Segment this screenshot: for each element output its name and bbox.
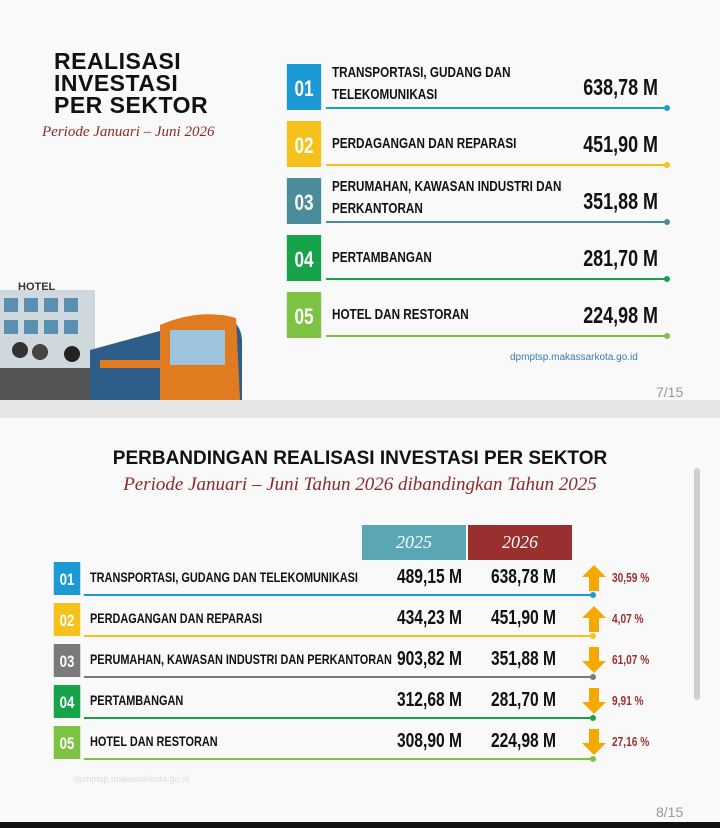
underline-dot xyxy=(590,592,596,598)
underline-dot xyxy=(664,276,670,282)
number-box: 05 xyxy=(286,292,322,338)
underline-dot xyxy=(664,105,670,111)
watermark: dpmptsp.makassarkota.go.id xyxy=(74,774,190,784)
value-2025: 434,23 M xyxy=(396,607,462,629)
title: PERBANDINGAN REALISASI INVESTASI PER SEK… xyxy=(112,448,608,469)
sector-label: PERUMAHAN, KAWASAN INDUSTRI DAN PERKANTO… xyxy=(332,178,562,217)
number-box: 02 xyxy=(286,121,322,167)
slide-1: HOTEL REALISASI INVESTASI PER SEKTOR Period… xyxy=(0,0,720,400)
sector-label: PERDAGANGAN DAN REPARASI xyxy=(90,610,263,626)
change-percent: 61,07 % xyxy=(612,652,650,667)
number-box: 01 xyxy=(53,562,81,595)
sector-label: HOTEL DAN RESTORAN xyxy=(332,306,469,323)
number-box: 05 xyxy=(53,726,81,759)
underline-dot xyxy=(664,333,670,339)
bottom-bar xyxy=(0,822,720,828)
value-2025: 903,82 M xyxy=(396,648,462,670)
change-percent: 27,16 % xyxy=(612,734,650,749)
subtitle: Periode Januari – Juni 2026 xyxy=(42,124,215,140)
page-number: 8/15 xyxy=(656,804,684,820)
column-header: 2026 xyxy=(468,525,572,560)
underline xyxy=(326,164,668,166)
sector-label: TRANSPORTASI, GUDANG DAN TELEKOMUNIKASI xyxy=(332,64,511,103)
value-2025: 489,15 M xyxy=(396,566,462,588)
underline xyxy=(326,221,668,223)
underline-dot xyxy=(590,715,596,721)
underline-dot xyxy=(664,219,670,225)
column-header: 2025 xyxy=(362,525,466,560)
value-2026: 281,70 M xyxy=(490,689,556,711)
sector-label: TRANSPORTASI, GUDANG DAN TELEKOMUNIKASI xyxy=(90,569,358,585)
change-arrow xyxy=(582,565,606,591)
change-arrow xyxy=(582,647,606,673)
source: dpmptsp.makassarkota.go.id xyxy=(510,352,638,363)
underline xyxy=(326,107,668,109)
change-arrow xyxy=(582,688,606,714)
underline-dot xyxy=(590,756,596,762)
scrollbar[interactable] xyxy=(694,468,700,700)
change-percent: 30,59 % xyxy=(612,570,650,585)
change-arrow xyxy=(582,729,606,755)
underline xyxy=(84,758,594,760)
number-box: 03 xyxy=(286,178,322,224)
title-line: PER SEKTOR xyxy=(54,92,209,118)
sector-label: HOTEL DAN RESTORAN xyxy=(90,733,218,749)
value-2026: 351,88 M xyxy=(490,648,556,670)
value-2026: 638,78 M xyxy=(490,566,556,588)
underline xyxy=(84,676,594,678)
underline xyxy=(84,594,594,596)
value-2026: 224,98 M xyxy=(490,730,556,752)
underline-dot xyxy=(664,162,670,168)
underline xyxy=(84,635,594,637)
page-number: 7/15 xyxy=(656,384,684,400)
sector-label: PERTAMBANGAN xyxy=(90,692,184,708)
underline xyxy=(326,278,668,280)
change-percent: 9,91 % xyxy=(612,693,644,708)
value-2025: 312,68 M xyxy=(396,689,462,711)
value: 451,90 M xyxy=(583,131,658,157)
sector-label: PERUMAHAN, KAWASAN INDUSTRI DAN PERKANTO… xyxy=(90,651,392,667)
value: 281,70 M xyxy=(583,245,658,271)
value: 638,78 M xyxy=(583,74,658,100)
number-box: 02 xyxy=(53,603,81,636)
illustration xyxy=(0,290,242,400)
value-2025: 308,90 M xyxy=(396,730,462,752)
sector-label: PERTAMBANGAN xyxy=(332,249,432,266)
underline-dot xyxy=(590,633,596,639)
title-line: INVESTASI xyxy=(54,70,179,96)
underline xyxy=(326,335,668,337)
subtitle: Periode Januari – Juni Tahun 2026 diband… xyxy=(123,474,597,495)
value-2026: 451,90 M xyxy=(490,607,556,629)
underline xyxy=(84,717,594,719)
number-box: 03 xyxy=(53,644,81,677)
number-box: 04 xyxy=(286,235,322,281)
underline-dot xyxy=(590,674,596,680)
slide-2: PERBANDINGAN REALISASI INVESTASI PER SEK… xyxy=(0,418,720,822)
title-line: REALISASI xyxy=(54,48,182,74)
number-box: 01 xyxy=(286,64,322,110)
value: 351,88 M xyxy=(583,188,658,214)
change-percent: 4,07 % xyxy=(612,611,644,626)
change-arrow xyxy=(582,606,606,632)
value: 224,98 M xyxy=(583,302,658,328)
number-box: 04 xyxy=(53,685,81,718)
sector-label: PERDAGANGAN DAN REPARASI xyxy=(332,135,517,152)
hotel-sign: HOTEL xyxy=(18,281,56,293)
